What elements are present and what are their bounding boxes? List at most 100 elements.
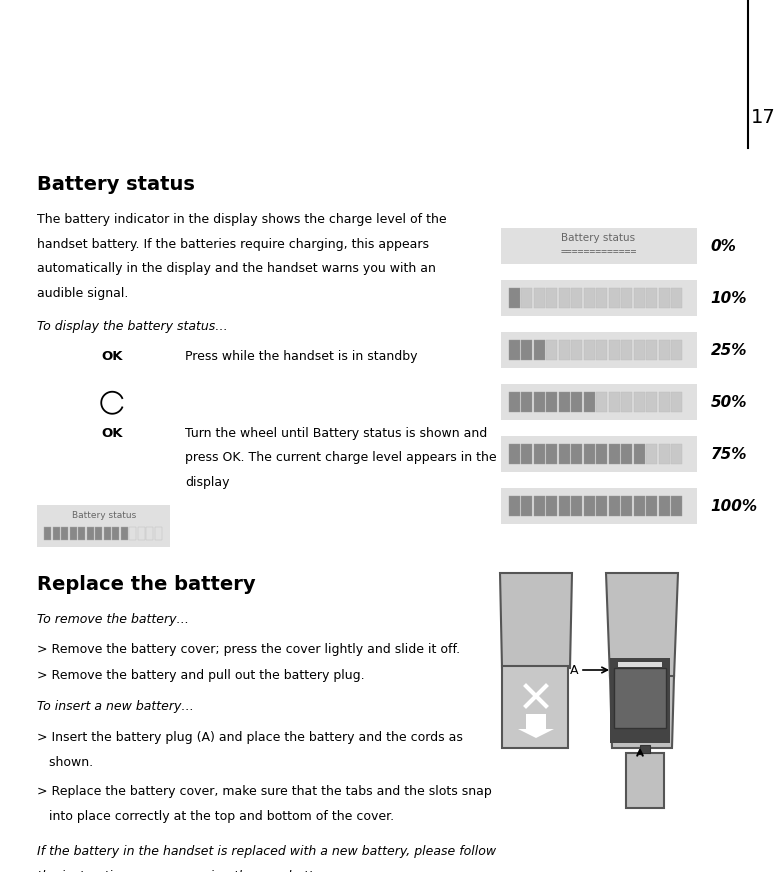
Bar <box>671 340 682 360</box>
Bar <box>621 392 632 412</box>
Polygon shape <box>518 714 554 738</box>
Bar <box>646 340 657 360</box>
Bar <box>659 392 670 412</box>
Bar <box>508 496 519 516</box>
Bar <box>70 527 77 540</box>
Bar <box>646 288 657 308</box>
Bar <box>546 496 557 516</box>
Bar <box>146 527 153 540</box>
Bar <box>521 444 532 464</box>
Bar <box>559 392 570 412</box>
Bar <box>534 288 545 308</box>
Bar <box>571 392 582 412</box>
Text: Battery status: Battery status <box>71 511 136 520</box>
Bar <box>121 527 128 540</box>
Bar <box>621 444 632 464</box>
Bar <box>633 392 645 412</box>
Bar <box>546 392 557 412</box>
Text: A: A <box>570 664 578 677</box>
Polygon shape <box>610 676 674 748</box>
Bar <box>659 496 670 516</box>
Bar <box>559 340 570 360</box>
Bar <box>508 392 519 412</box>
Bar <box>104 527 111 540</box>
Bar <box>633 444 645 464</box>
Text: the instructions accompanying the new battery.: the instructions accompanying the new ba… <box>37 870 337 872</box>
Bar <box>546 340 557 360</box>
Bar <box>534 392 545 412</box>
Bar <box>614 668 666 728</box>
Bar <box>618 662 662 667</box>
Text: OK: OK <box>102 351 123 364</box>
Bar <box>61 527 68 540</box>
Bar <box>610 658 670 743</box>
Bar <box>508 288 519 308</box>
Bar <box>44 527 51 540</box>
Bar <box>671 392 682 412</box>
Bar <box>608 392 619 412</box>
Bar <box>596 340 607 360</box>
Text: Battery status: Battery status <box>562 233 636 243</box>
Bar <box>534 496 545 516</box>
Polygon shape <box>502 666 568 748</box>
Text: Turn the wheel until Battery status is shown and: Turn the wheel until Battery status is s… <box>185 426 487 439</box>
Text: 10%: 10% <box>711 290 747 305</box>
Bar <box>608 496 619 516</box>
Text: audible signal.: audible signal. <box>37 287 129 300</box>
Text: > Insert the battery plug (A) and place the battery and the cords as: > Insert the battery plug (A) and place … <box>37 731 463 744</box>
Bar <box>596 288 607 308</box>
Bar <box>501 488 697 524</box>
Bar <box>37 505 170 547</box>
Text: OK: OK <box>102 426 123 439</box>
Bar <box>521 392 532 412</box>
Bar <box>596 392 607 412</box>
Text: To insert a new battery…: To insert a new battery… <box>37 700 194 713</box>
Bar <box>559 496 570 516</box>
Bar <box>659 340 670 360</box>
Bar <box>534 444 545 464</box>
Bar <box>95 527 102 540</box>
Bar <box>571 340 582 360</box>
Text: If the battery in the handset is replaced with a new battery, please follow: If the battery in the handset is replace… <box>37 845 497 858</box>
Bar <box>87 527 94 540</box>
Bar <box>584 444 594 464</box>
Text: handset battery. If the batteries require charging, this appears: handset battery. If the batteries requir… <box>37 238 429 250</box>
Bar <box>640 745 650 753</box>
Bar <box>113 527 120 540</box>
Bar <box>671 288 682 308</box>
Bar <box>501 228 697 264</box>
Bar <box>154 527 161 540</box>
Text: 0%: 0% <box>711 239 736 254</box>
Bar <box>546 444 557 464</box>
Polygon shape <box>606 573 678 678</box>
Bar <box>571 444 582 464</box>
Text: display: display <box>185 476 230 489</box>
Bar <box>659 444 670 464</box>
Bar <box>596 444 607 464</box>
Bar <box>646 496 657 516</box>
Bar <box>501 280 697 316</box>
Text: To remove the battery…: To remove the battery… <box>37 613 189 626</box>
Text: 50%: 50% <box>711 394 747 410</box>
Text: 25%: 25% <box>711 343 747 358</box>
Bar <box>584 496 594 516</box>
Bar <box>608 340 619 360</box>
Bar <box>571 496 582 516</box>
Bar <box>78 527 85 540</box>
Bar <box>521 340 532 360</box>
Bar <box>596 496 607 516</box>
Bar <box>633 288 645 308</box>
Bar <box>608 444 619 464</box>
Bar <box>501 384 697 420</box>
Bar <box>621 340 632 360</box>
Bar <box>53 527 60 540</box>
Text: Press while the handset is in standby: Press while the handset is in standby <box>185 351 417 364</box>
Bar <box>501 436 697 472</box>
Bar <box>571 288 582 308</box>
Bar <box>626 753 664 808</box>
Bar <box>546 288 557 308</box>
Bar <box>584 392 594 412</box>
Text: > Remove the battery and pull out the battery plug.: > Remove the battery and pull out the ba… <box>37 669 365 682</box>
Bar <box>501 332 697 368</box>
Bar <box>138 527 145 540</box>
